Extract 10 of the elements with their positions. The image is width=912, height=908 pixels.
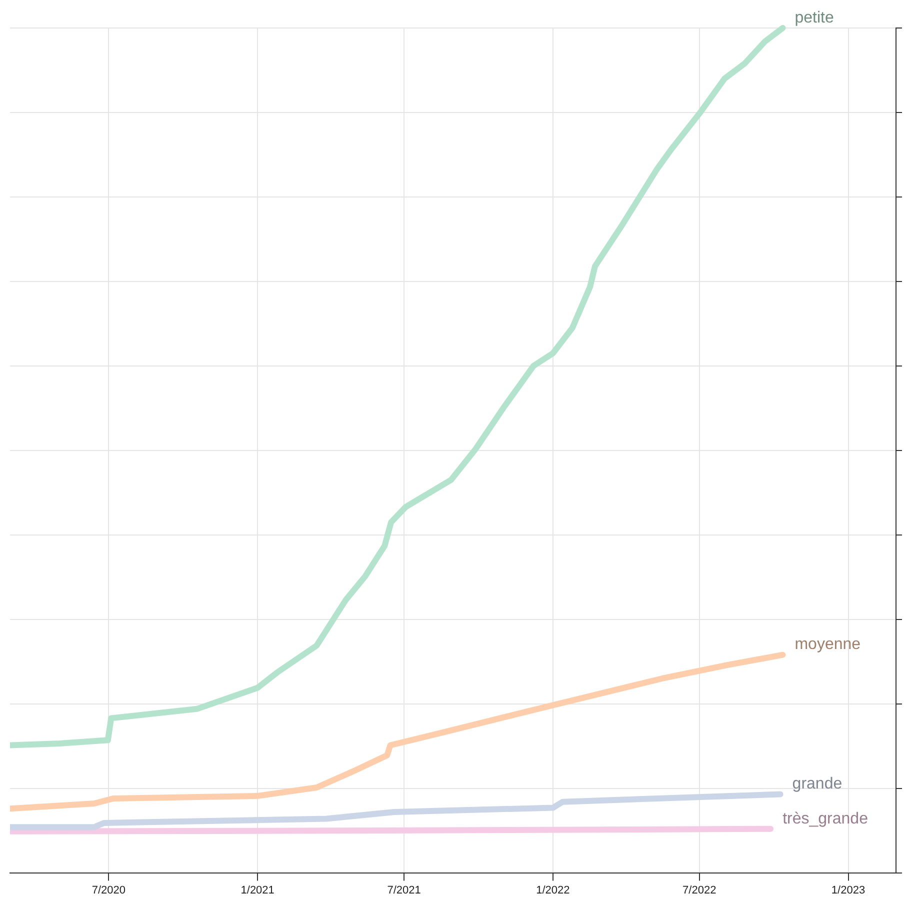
x-tick-label: 1/2021 [240, 884, 274, 896]
x-tick-label: 1/2022 [536, 884, 570, 896]
x-tick-label: 7/2022 [682, 884, 716, 896]
series-label: moyenne [794, 636, 861, 654]
series-label: très_grande [782, 810, 868, 828]
x-tick-label: 1/2023 [831, 884, 866, 896]
x-tick-label: 7/2020 [92, 884, 126, 896]
series-label: grande [792, 776, 842, 793]
series-label: petite [794, 9, 834, 26]
x-tick-label: 7/2021 [387, 884, 421, 896]
